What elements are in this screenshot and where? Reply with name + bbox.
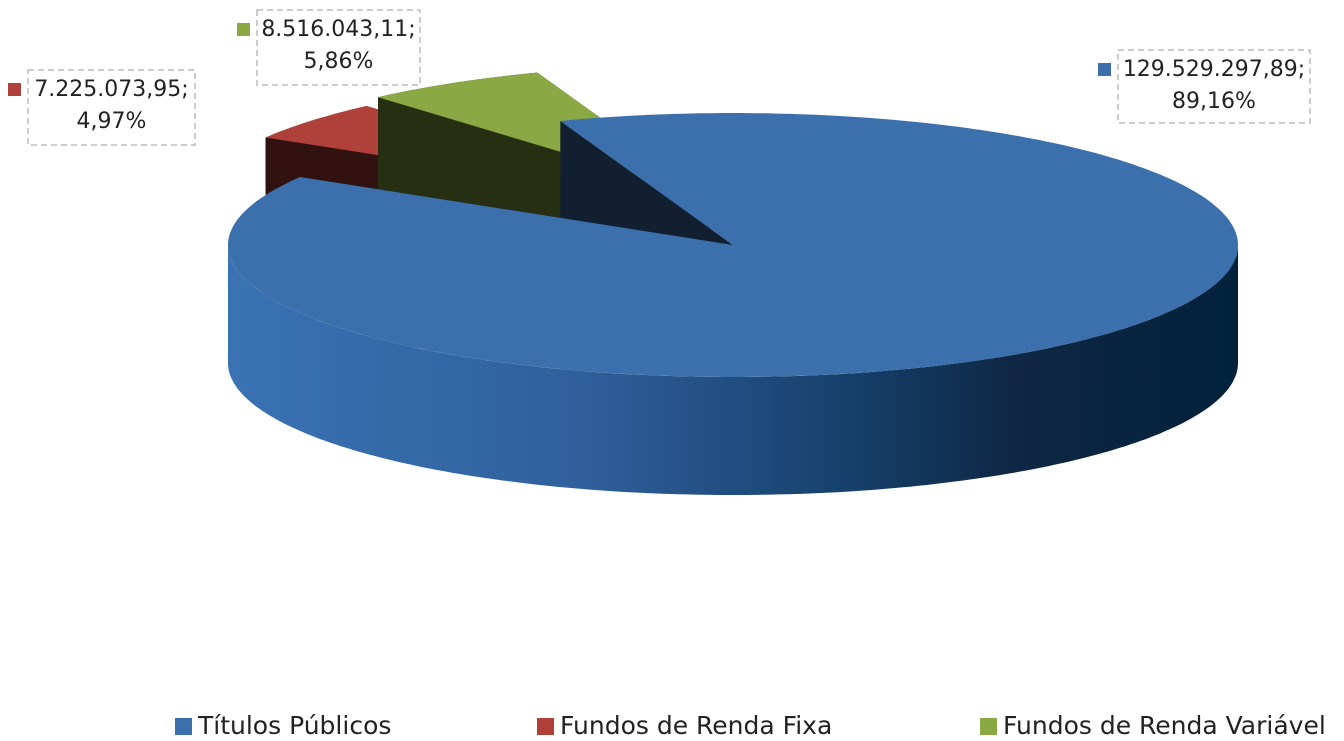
- legend-key: [175, 718, 192, 735]
- slice: [228, 113, 1238, 377]
- label-box: [256, 9, 421, 86]
- legend: Títulos Públicos Fundos de Renda Fixa Fund…: [175, 711, 1326, 740]
- legend-key: [537, 718, 554, 735]
- label-box: [1117, 49, 1311, 124]
- legend-label: Títulos Públicos: [197, 711, 391, 740]
- legend-key: [980, 718, 997, 735]
- slice-wall: [228, 245, 1238, 495]
- legend-label: Fundos de Renda Variável: [1003, 711, 1326, 740]
- label-key: [1098, 63, 1111, 76]
- percent-label: 89,16%: [1172, 89, 1256, 114]
- legend-label: Fundos de Renda Fixa: [560, 711, 832, 740]
- pie: [228, 72, 1238, 495]
- percent-label: 5,86%: [304, 49, 374, 74]
- label-key: [237, 23, 250, 36]
- value-label: 129.529.297,89;: [1123, 57, 1305, 82]
- value-label: 7.225.073,95;: [34, 77, 188, 102]
- label-key: [8, 83, 21, 96]
- label-box: [27, 69, 196, 146]
- labels: 129.529.297,89; 89,16% 7.225.073,95; 4,97% 8…: [8, 9, 1311, 146]
- percent-label: 4,97%: [77, 109, 147, 134]
- value-label: 8.516.043,11;: [261, 17, 415, 42]
